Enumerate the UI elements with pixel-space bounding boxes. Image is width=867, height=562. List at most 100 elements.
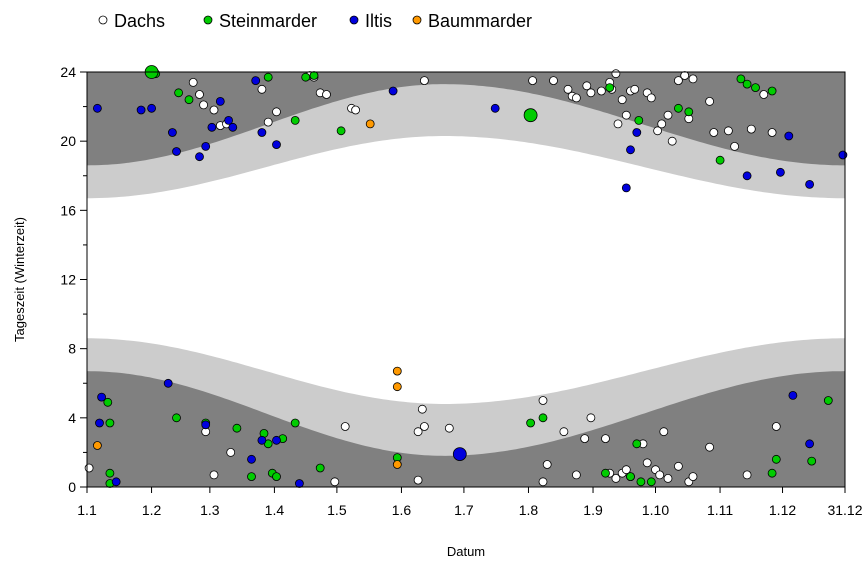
x-tick-label: 31.12	[827, 502, 862, 518]
data-point	[667, 136, 677, 146]
data-point	[105, 468, 115, 478]
day-band	[87, 136, 845, 404]
data-point	[688, 74, 698, 84]
data-point	[103, 397, 113, 407]
data-point	[315, 463, 325, 473]
data-point	[611, 473, 621, 483]
data-point	[163, 378, 173, 388]
data-point	[199, 100, 209, 110]
legend-item-iltis: Iltis	[349, 11, 392, 31]
data-point	[572, 470, 581, 480]
data-point	[601, 468, 610, 478]
y-tick-label: 0	[68, 479, 76, 495]
y-tick-label: 16	[60, 202, 76, 218]
data-point	[586, 88, 596, 98]
data-point	[805, 179, 814, 189]
data-point	[538, 413, 548, 423]
data-point	[805, 439, 814, 449]
data-point	[730, 141, 739, 151]
x-tick-label: 1.8	[519, 502, 539, 518]
data-point	[751, 83, 760, 92]
legend-marker	[98, 15, 108, 25]
data-point	[626, 472, 635, 482]
data-point	[294, 479, 304, 488]
data-point	[742, 171, 752, 181]
data-point	[490, 103, 500, 113]
data-point	[419, 422, 429, 431]
data-point	[419, 76, 429, 85]
x-tick-label: 1.5	[327, 502, 347, 518]
data-point	[646, 93, 656, 103]
y-tick-label: 24	[60, 64, 76, 80]
data-point	[626, 145, 635, 155]
data-point	[263, 117, 273, 127]
highlight-point	[523, 108, 538, 123]
x-tick-label: 1.4	[265, 502, 285, 518]
x-tick-label: 1.9	[583, 502, 603, 518]
data-point	[188, 78, 198, 87]
data-point	[336, 126, 346, 136]
data-point	[746, 124, 756, 134]
data-point	[224, 116, 234, 125]
data-point	[611, 69, 621, 79]
data-point	[580, 434, 590, 444]
data-point	[207, 122, 217, 132]
data-point	[659, 427, 669, 437]
legend-label: Steinmarder	[219, 11, 317, 31]
data-point	[784, 131, 794, 141]
data-point	[247, 454, 256, 464]
data-point	[195, 152, 204, 162]
data-point	[232, 423, 242, 433]
x-axis-title: Datum	[447, 544, 485, 559]
x-tick-label: 1.1	[77, 502, 97, 518]
legend-marker	[412, 15, 422, 25]
legend: Dachs Steinmarder Iltis Baummarder	[98, 11, 532, 31]
data-point	[228, 122, 238, 132]
data-point	[582, 81, 592, 91]
data-point	[340, 422, 350, 431]
series-iltis	[93, 76, 848, 488]
data-point	[247, 472, 256, 482]
data-point	[290, 116, 300, 125]
x-tick-label: 1.2	[142, 502, 162, 518]
data-point	[201, 141, 211, 151]
data-point	[674, 103, 683, 113]
data-point	[646, 477, 656, 487]
data-point	[413, 427, 423, 437]
data-point	[444, 423, 454, 433]
data-point	[709, 128, 719, 137]
data-point	[663, 110, 673, 120]
data-point	[684, 107, 694, 117]
data-point	[392, 382, 402, 392]
series-dachs	[84, 69, 781, 487]
data-point	[84, 463, 94, 473]
background-bands	[87, 72, 845, 487]
data-point	[597, 86, 606, 96]
data-point	[93, 103, 102, 113]
data-point	[621, 465, 631, 475]
data-point	[392, 460, 402, 469]
data-point	[632, 439, 642, 449]
y-tick-label: 4	[68, 410, 76, 426]
data-point	[605, 83, 615, 92]
data-point	[209, 105, 219, 115]
data-point	[97, 392, 106, 402]
data-point	[526, 418, 535, 428]
data-point	[776, 167, 785, 177]
data-point	[549, 76, 558, 85]
data-point	[111, 477, 121, 487]
data-point	[807, 456, 817, 466]
data-point	[167, 128, 177, 137]
data-point	[634, 116, 644, 125]
data-point	[301, 72, 311, 82]
data-point	[272, 472, 281, 482]
data-point	[724, 126, 733, 136]
series-steinmarder	[103, 69, 833, 488]
data-point	[742, 79, 752, 89]
data-point	[621, 110, 631, 120]
data-point	[655, 470, 665, 480]
y-tick-label: 20	[60, 133, 76, 149]
data-point	[272, 140, 281, 150]
x-tick-label: 1.11	[707, 502, 733, 518]
data-point	[538, 477, 548, 487]
